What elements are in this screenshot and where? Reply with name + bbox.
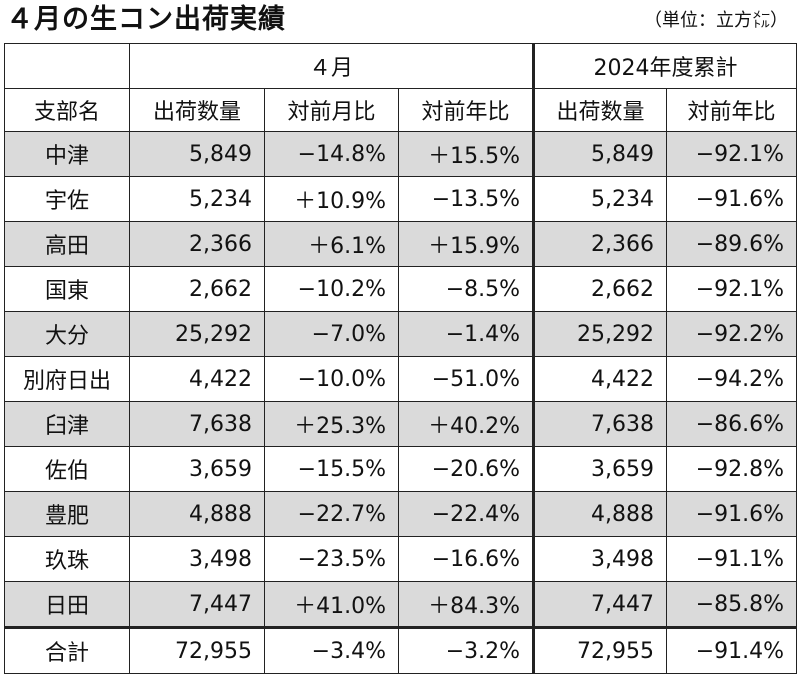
ytd-yoy: −91.6% <box>666 176 798 222</box>
ytd-volume: 2,366 <box>532 221 668 267</box>
header-ytd-yoy: 対前年比 <box>666 88 798 132</box>
april-mom: −14.8% <box>264 131 399 177</box>
total-ytd-yoy: −91.4% <box>666 626 798 674</box>
april-mom: ＋25.3% <box>264 401 399 447</box>
ytd-yoy: −91.6% <box>666 491 798 537</box>
table-row: 別府日出 4,422 −10.0% −51.0% 4,422 −94.2% <box>4 356 798 402</box>
branch-name: 別府日出 <box>4 356 130 402</box>
table-row: 日田 7,447 ＋41.0% ＋84.3% 7,447 −85.8% <box>4 581 798 628</box>
april-volume: 3,659 <box>129 446 265 492</box>
header-branch: 支部名 <box>4 88 130 132</box>
april-volume: 7,638 <box>129 401 265 447</box>
total-label: 合計 <box>4 626 130 674</box>
table-row: 臼津 7,638 ＋25.3% ＋40.2% 7,638 −86.6% <box>4 401 798 447</box>
april-volume: 4,422 <box>129 356 265 402</box>
header-april-yoy: 対前年比 <box>397 88 535 132</box>
ytd-volume: 5,234 <box>532 176 668 222</box>
branch-name: 宇佐 <box>4 176 130 222</box>
ytd-volume: 3,498 <box>532 536 668 582</box>
table-row: 宇佐 5,234 ＋10.9% −13.5% 5,234 −91.6% <box>4 176 798 222</box>
april-mom: −10.2% <box>264 266 399 312</box>
april-mom: ＋41.0% <box>264 581 399 628</box>
april-mom: −23.5% <box>264 536 399 582</box>
ytd-volume: 5,849 <box>532 131 668 177</box>
april-yoy: ＋84.3% <box>397 581 535 628</box>
april-mom: −15.5% <box>264 446 399 492</box>
april-yoy: −16.6% <box>397 536 535 582</box>
ytd-yoy: −92.8% <box>666 446 798 492</box>
april-yoy: −20.6% <box>397 446 535 492</box>
ytd-yoy: −92.2% <box>666 311 798 357</box>
header-ytd-group: 2024年度累計 <box>532 43 798 89</box>
branch-name: 豊肥 <box>4 491 130 537</box>
table-row: 国東 2,662 −10.2% −8.5% 2,662 −92.1% <box>4 266 798 312</box>
ytd-yoy: −94.2% <box>666 356 798 402</box>
header-ytd-volume: 出荷数量 <box>532 88 668 132</box>
branch-name: 大分 <box>4 311 130 357</box>
ytd-yoy: −91.1% <box>666 536 798 582</box>
ytd-volume: 7,447 <box>532 581 668 628</box>
table-row: 高田 2,366 ＋6.1% ＋15.9% 2,366 −89.6% <box>4 221 798 267</box>
april-volume: 5,234 <box>129 176 265 222</box>
april-yoy: ＋15.9% <box>397 221 535 267</box>
branch-name: 臼津 <box>4 401 130 447</box>
april-yoy: −13.5% <box>397 176 535 222</box>
april-volume: 4,888 <box>129 491 265 537</box>
ytd-volume: 4,422 <box>532 356 668 402</box>
ytd-yoy: −92.1% <box>666 266 798 312</box>
april-volume: 7,447 <box>129 581 265 628</box>
header-april-mom: 対前月比 <box>264 88 399 132</box>
table-row: 佐伯 3,659 −15.5% −20.6% 3,659 −92.8% <box>4 446 798 492</box>
april-mom: ＋6.1% <box>264 221 399 267</box>
april-volume: 2,366 <box>129 221 265 267</box>
ytd-volume: 4,888 <box>532 491 668 537</box>
branch-name: 中津 <box>4 131 130 177</box>
branch-name: 国東 <box>4 266 130 312</box>
april-volume: 2,662 <box>129 266 265 312</box>
total-april-mom: −3.4% <box>264 626 399 674</box>
ytd-volume: 3,659 <box>532 446 668 492</box>
april-volume: 5,849 <box>129 131 265 177</box>
april-volume: 25,292 <box>129 311 265 357</box>
total-april-yoy: −3.2% <box>397 626 535 674</box>
total-ytd-volume: 72,955 <box>532 626 668 674</box>
branch-name: 高田 <box>4 221 130 267</box>
header-april-group: ４月 <box>128 43 535 89</box>
april-yoy: −1.4% <box>397 311 535 357</box>
table-row: 豊肥 4,888 −22.7% −22.4% 4,888 −91.6% <box>4 491 798 537</box>
april-yoy: −8.5% <box>397 266 535 312</box>
shipment-table: ４月 2024年度累計 支部名 出荷数量 対前月比 対前年比 出荷数量 対前年比… <box>4 43 798 674</box>
table-row: 中津 5,849 −14.8% ＋15.5% 5,849 −92.1% <box>4 131 798 177</box>
april-yoy: ＋40.2% <box>397 401 535 447</box>
header-row-groups: ４月 2024年度累計 <box>4 43 798 89</box>
header-empty-cell <box>4 43 130 89</box>
table-body: 中津 5,849 −14.8% ＋15.5% 5,849 −92.1% 宇佐 5… <box>4 131 798 674</box>
table-title: ４月の生コン出荷実績 <box>6 4 286 35</box>
april-mom: −7.0% <box>264 311 399 357</box>
ytd-yoy: −92.1% <box>666 131 798 177</box>
header-april-volume: 出荷数量 <box>129 88 265 132</box>
total-april-volume: 72,955 <box>129 626 265 674</box>
branch-name: 佐伯 <box>4 446 130 492</box>
april-yoy: ＋15.5% <box>397 131 535 177</box>
unit-note: （単位：立方㍍） <box>644 10 788 31</box>
table-row: 玖珠 3,498 −23.5% −16.6% 3,498 −91.1% <box>4 536 798 582</box>
april-mom: ＋10.9% <box>264 176 399 222</box>
header-row-columns: 支部名 出荷数量 対前月比 対前年比 出荷数量 対前年比 <box>4 88 798 132</box>
april-yoy: −22.4% <box>397 491 535 537</box>
ytd-yoy: −86.6% <box>666 401 798 447</box>
april-volume: 3,498 <box>129 536 265 582</box>
ytd-volume: 7,638 <box>532 401 668 447</box>
branch-name: 玖珠 <box>4 536 130 582</box>
ytd-yoy: −85.8% <box>666 581 798 628</box>
april-mom: −10.0% <box>264 356 399 402</box>
ytd-yoy: −89.6% <box>666 221 798 267</box>
april-yoy: −51.0% <box>397 356 535 402</box>
branch-name: 日田 <box>4 581 130 628</box>
ytd-volume: 2,662 <box>532 266 668 312</box>
total-row: 合計 72,955 −3.4% −3.2% 72,955 −91.4% <box>4 626 798 674</box>
ytd-volume: 25,292 <box>532 311 668 357</box>
april-mom: −22.7% <box>264 491 399 537</box>
table-row: 大分 25,292 −7.0% −1.4% 25,292 −92.2% <box>4 311 798 357</box>
